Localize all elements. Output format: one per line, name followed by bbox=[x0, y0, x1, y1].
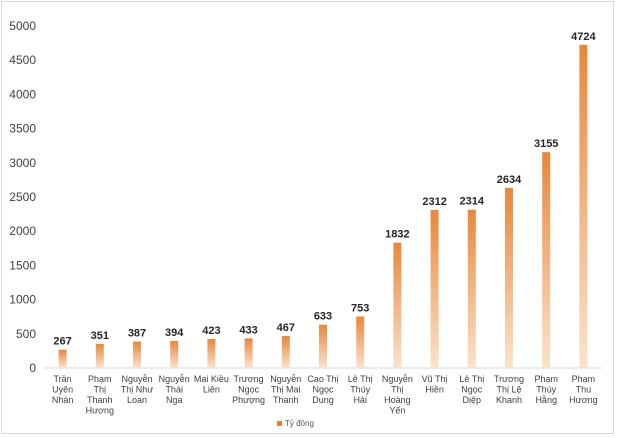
x-tick-label: Nguyễn Thái Nga bbox=[159, 374, 190, 405]
legend-label: Tỷ đồng bbox=[285, 419, 314, 428]
y-tick-label: 3000 bbox=[9, 156, 36, 170]
x-tick-label: Cao Thị Ngọc Dung bbox=[307, 374, 338, 405]
x-tick-label: Lê Thị Ngọc Diệp bbox=[459, 374, 484, 405]
bar-chart: 0 500 1000 1500 2000 2500 3000 3500 4000 4500 5000… bbox=[9, 19, 602, 428]
data-label: 4724 bbox=[571, 31, 596, 43]
bar bbox=[393, 242, 402, 368]
bar-series bbox=[58, 44, 588, 369]
y-tick-label: 1500 bbox=[9, 258, 36, 272]
x-tick-label: Nguyễn Thị Hoàng Yến bbox=[382, 374, 413, 416]
y-tick-label: 4500 bbox=[9, 53, 36, 67]
bar bbox=[467, 209, 476, 368]
bar bbox=[281, 336, 290, 368]
y-tick-label: 2000 bbox=[9, 224, 36, 238]
data-label: 753 bbox=[351, 302, 369, 314]
bar bbox=[430, 209, 439, 368]
data-label: 2312 bbox=[422, 196, 446, 208]
data-label: 267 bbox=[53, 336, 71, 348]
bar bbox=[58, 349, 67, 368]
bar bbox=[505, 187, 513, 368]
x-tick-label: Trương Thị Lệ Khanh bbox=[494, 374, 524, 405]
y-axis: 0 500 1000 1500 2000 2500 3000 3500 4000 4500 5000 bbox=[9, 19, 602, 375]
legend: Tỷ đồng bbox=[277, 419, 314, 428]
bar bbox=[170, 341, 179, 368]
x-tick-label: Trần Uyên Nhàn bbox=[52, 374, 74, 405]
data-label: 351 bbox=[91, 330, 109, 342]
y-tick-label: 5000 bbox=[9, 19, 36, 33]
x-tick-label: Nguyễn Thị Mai Thanh bbox=[270, 374, 301, 405]
x-tick-label: Phạm Thị Thanh Hương bbox=[86, 374, 114, 416]
data-labels: 267 351 387 394 423 433 467 633 753 1832 2312 2314 2… bbox=[53, 31, 596, 348]
y-tick-label: 500 bbox=[16, 327, 36, 341]
y-tick-label: 3500 bbox=[9, 122, 36, 136]
legend-swatch bbox=[277, 421, 282, 426]
bar bbox=[356, 316, 365, 368]
x-tick-label: Trương Ngọc Phượng bbox=[232, 374, 265, 405]
data-label: 3155 bbox=[534, 138, 558, 150]
bar bbox=[542, 152, 551, 368]
data-label: 2314 bbox=[460, 196, 485, 208]
data-label: 1832 bbox=[385, 229, 409, 241]
x-tick-label: Phạm Thu Hương bbox=[569, 374, 597, 405]
data-label: 423 bbox=[202, 325, 220, 337]
x-tick-label: Lê Thị Thúy Hải bbox=[348, 374, 373, 405]
y-tick-label: 0 bbox=[29, 361, 36, 375]
data-label: 467 bbox=[277, 322, 295, 334]
x-tick-label: Mai Kiều Liên bbox=[194, 374, 229, 395]
bar bbox=[207, 339, 216, 368]
bar bbox=[579, 44, 588, 369]
y-tick-label: 1000 bbox=[9, 293, 36, 307]
bar bbox=[95, 343, 104, 368]
bar bbox=[319, 324, 327, 368]
data-label: 394 bbox=[165, 327, 184, 339]
x-tick-label: Vũ Thị Hiền bbox=[422, 374, 448, 395]
x-tick-label: Nguyễn Thị Như Loan bbox=[121, 374, 154, 405]
data-label: 633 bbox=[314, 311, 332, 323]
bar bbox=[244, 338, 253, 368]
x-tick-label: Phạm Thúy Hằng bbox=[534, 374, 558, 405]
data-label: 433 bbox=[239, 324, 257, 336]
y-tick-label: 4000 bbox=[9, 87, 36, 101]
data-label: 2634 bbox=[497, 174, 522, 186]
bar bbox=[133, 341, 141, 368]
y-tick-label: 2500 bbox=[9, 190, 36, 204]
data-label: 387 bbox=[128, 328, 146, 340]
